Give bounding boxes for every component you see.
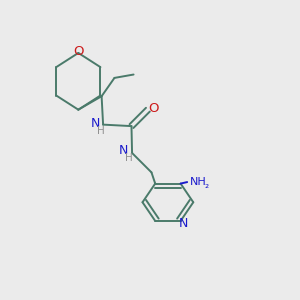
Text: ₂: ₂ (205, 180, 209, 190)
Text: NH: NH (190, 177, 206, 187)
Text: O: O (73, 45, 84, 58)
Text: N: N (179, 218, 188, 230)
Text: O: O (148, 102, 158, 115)
Text: H: H (125, 153, 133, 164)
Text: N: N (118, 143, 128, 157)
Text: N: N (90, 117, 100, 130)
Text: H: H (97, 126, 105, 136)
